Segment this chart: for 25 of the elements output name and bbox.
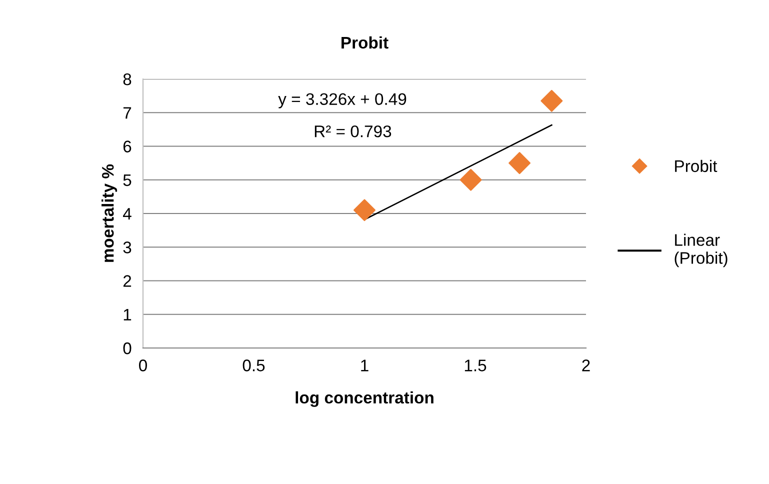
annotation: y = 3.326x + 0.49 bbox=[278, 93, 406, 108]
x-tick-label: 2 bbox=[582, 360, 590, 372]
x-tick-label: 1.5 bbox=[464, 360, 486, 372]
y-tick-label: 1 bbox=[124, 308, 132, 320]
chart-title: Probit bbox=[342, 36, 388, 49]
point bbox=[460, 168, 482, 191]
y-tick-label: 2 bbox=[123, 275, 132, 287]
y-tick-label: 4 bbox=[123, 208, 132, 220]
point bbox=[354, 199, 376, 222]
point bbox=[508, 152, 531, 174]
y-tick-label: 5 bbox=[123, 174, 132, 186]
legend-label: Probit bbox=[675, 160, 718, 172]
y-tick-label: 7 bbox=[123, 107, 132, 119]
x-tick-label: 0.5 bbox=[242, 360, 265, 372]
y-tick-label: 0 bbox=[123, 342, 132, 354]
legend-label: Linear (Probit) bbox=[674, 234, 728, 268]
y-tick-label: 3 bbox=[123, 242, 132, 254]
x-tick-label: 0 bbox=[139, 360, 147, 372]
y-tick-label: 6 bbox=[123, 140, 132, 152]
annotation: R² = 0.793 bbox=[314, 125, 392, 138]
y-tick-label: 8 bbox=[123, 73, 132, 86]
point bbox=[540, 90, 563, 112]
y-axis-title: moertality % bbox=[102, 164, 118, 262]
x-tick-label: 1 bbox=[361, 360, 368, 372]
x-axis-title: log concentration bbox=[296, 391, 434, 407]
